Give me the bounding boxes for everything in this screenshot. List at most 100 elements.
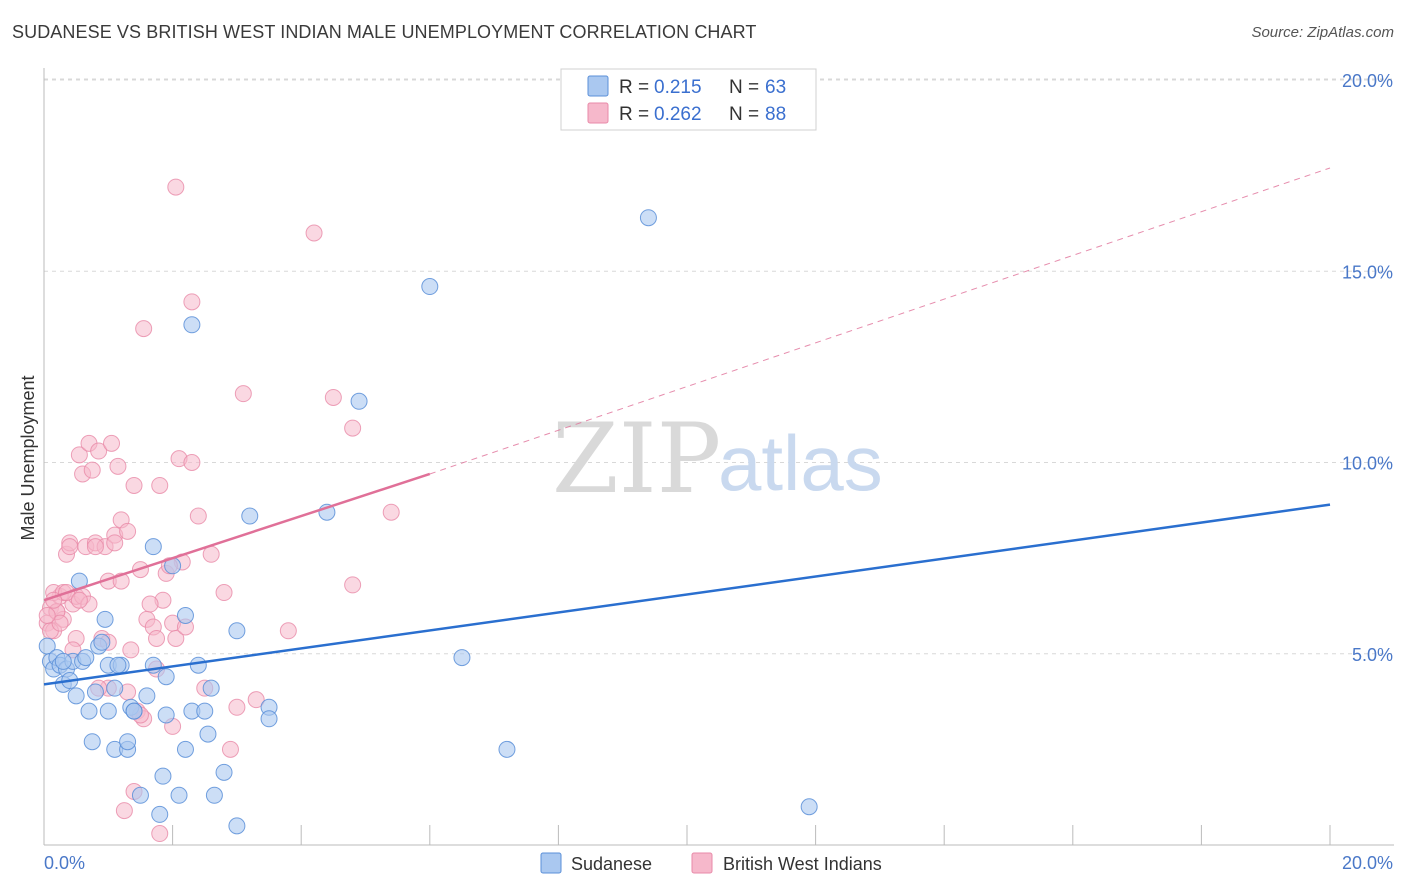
y-tick-label: 20.0% [1342, 71, 1393, 91]
sudanese-point [199, 725, 217, 743]
watermark-zip: ZIP [552, 403, 721, 515]
bwi-point [83, 461, 101, 479]
series-legend: Sudanese British West Indians [540, 852, 882, 874]
legend-n-bwi: 88 [765, 104, 786, 125]
sudanese-point [170, 786, 188, 804]
legend-r-sudanese: 0.215 [654, 77, 702, 98]
legend-swatch-bwi [691, 852, 713, 874]
bwi-point [106, 534, 124, 552]
sudanese-point [189, 656, 207, 674]
y-tick-label: 5.0% [1352, 645, 1393, 665]
sudanese-point [119, 733, 137, 751]
sudanese-point [96, 610, 114, 628]
sudanese-point [228, 622, 246, 640]
sudanese-point [93, 633, 111, 651]
bwi-point [228, 698, 246, 716]
sudanese-point [80, 702, 98, 720]
sudanese-point [138, 687, 156, 705]
bwi-point [51, 614, 69, 632]
y-tick-label: 10.0% [1342, 454, 1393, 474]
y-axis-label: Male Unemployment [18, 375, 38, 540]
sudanese-point [106, 679, 124, 697]
sudanese-point [125, 702, 143, 720]
chart-title: SUDANESE VS BRITISH WEST INDIAN MALE UNE… [12, 22, 757, 42]
bwi-point [125, 476, 143, 494]
sudanese-point [800, 798, 818, 816]
sudanese-point [131, 786, 149, 804]
bwi-point [382, 503, 400, 521]
sudanese-point [77, 649, 95, 667]
bwi-point [344, 419, 362, 437]
bwi-point [305, 224, 323, 242]
axes [43, 68, 1394, 846]
sudanese-point [215, 763, 233, 781]
source-label: Source: ZipAtlas.com [1251, 24, 1394, 41]
bwi-point [70, 591, 88, 609]
legend-n-label: N = [729, 104, 759, 125]
sudanese-point [144, 538, 162, 556]
bwi-point [215, 584, 233, 602]
bwi-point [344, 576, 362, 594]
bwi-point [247, 691, 265, 709]
y-tick-labels: 5.0% 10.0% 15.0% 20.0% [1342, 71, 1393, 665]
sudanese-point [154, 767, 172, 785]
x-tick-labels: 0.0% 20.0% [44, 853, 1393, 873]
watermark: ZIP atlas [552, 403, 883, 515]
sudanese-point [86, 683, 104, 701]
sudanese-point [99, 702, 117, 720]
sudanese-point [54, 652, 72, 670]
bwi-point [122, 641, 140, 659]
sudanese-point [260, 710, 278, 728]
correlation-legend: R = 0.215 N = 63 R = 0.262 N = 88 [560, 68, 817, 131]
legend-r-bwi: 0.262 [654, 104, 702, 125]
bwi-point [90, 442, 108, 460]
legend-swatch-sudanese [587, 75, 609, 97]
bwi-point [324, 388, 342, 406]
sudanese-point [151, 805, 169, 823]
sudanese-point [205, 786, 223, 804]
bwi-point [103, 434, 121, 452]
bwi-point [167, 178, 185, 196]
bwi-point [115, 802, 133, 820]
sudanese-point [183, 316, 201, 334]
trendlines [43, 167, 1331, 686]
legend-swatch-sudanese [540, 852, 562, 874]
bwi-point [70, 446, 88, 464]
x-tick-label: 0.0% [44, 853, 85, 873]
sudanese-point [453, 649, 471, 667]
sudanese-point [176, 740, 194, 758]
legend-swatch-bwi [587, 102, 609, 124]
legend-n-label: N = [729, 77, 759, 98]
sudanese-point [176, 607, 194, 624]
sudanese-point [350, 392, 368, 410]
bwi-trendline-extrapolated [429, 167, 1331, 475]
bwi-point [61, 538, 79, 556]
bwi-point [151, 476, 169, 494]
sudanese-point [241, 507, 259, 525]
legend-label-sudanese: Sudanese [571, 854, 652, 874]
bwi-point [183, 454, 201, 471]
x-tick-label: 20.0% [1342, 853, 1393, 873]
bwi-point [148, 629, 166, 647]
bwi-point [119, 522, 137, 540]
bwi-point [167, 629, 185, 647]
sudanese-point [639, 209, 657, 227]
sudanese-point [157, 668, 175, 686]
bwi-point [141, 595, 159, 613]
sudanese-point [109, 656, 127, 674]
watermark-atlas: atlas [718, 419, 883, 507]
bwi-point [86, 538, 104, 556]
sudanese-trendline [43, 503, 1331, 686]
bwi-point [151, 825, 169, 843]
sudanese-point [67, 687, 85, 705]
sudanese-point [498, 740, 516, 758]
y-tick-label: 15.0% [1342, 262, 1393, 282]
bwi-point [183, 293, 201, 311]
bwi-trendline [43, 472, 431, 602]
bwi-point [135, 320, 153, 338]
bwi-point [38, 607, 56, 624]
sudanese-point [83, 733, 101, 751]
bwi-point [234, 385, 252, 403]
series-sudanese-points [38, 209, 818, 835]
